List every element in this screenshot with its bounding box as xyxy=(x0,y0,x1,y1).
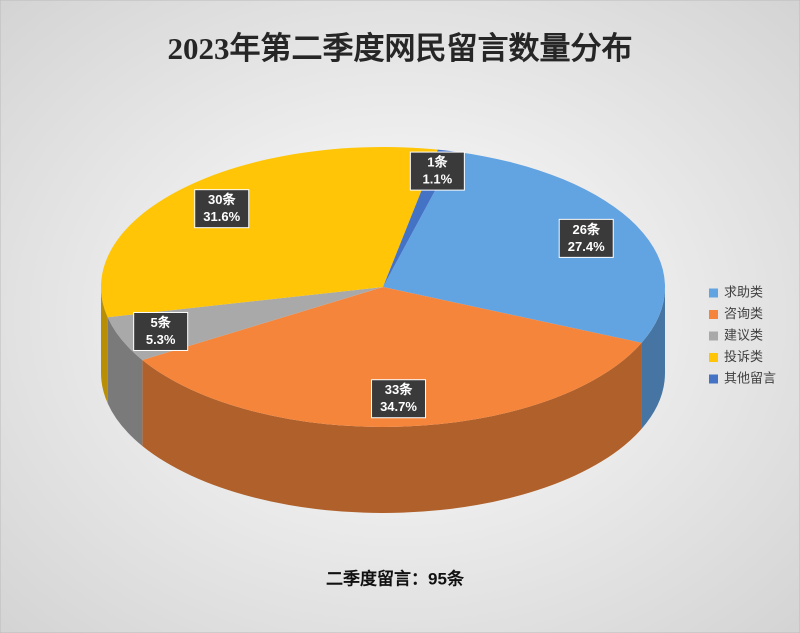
annotation: 二季度留言：95条 xyxy=(326,568,465,588)
legend-label: 投诉类 xyxy=(724,349,763,364)
data-label: 33条 xyxy=(385,382,413,397)
data-label-percent: 5.3% xyxy=(146,332,176,347)
legend-label: 其他留言 xyxy=(724,370,776,385)
data-label: 26条 xyxy=(572,222,600,237)
data-label-box xyxy=(371,379,427,419)
legend-label: 求助类 xyxy=(724,284,763,299)
legend-swatch xyxy=(709,353,718,362)
legend-swatch xyxy=(709,374,718,384)
data-label-box xyxy=(409,151,465,191)
slice-side xyxy=(107,317,143,446)
slice xyxy=(383,151,665,343)
data-label: 1条 xyxy=(427,155,448,170)
data-label-percent: 27.4% xyxy=(568,239,605,254)
legend-swatch xyxy=(709,310,718,319)
data-label: 5条 xyxy=(151,315,172,330)
slice xyxy=(142,287,642,427)
slice-side xyxy=(641,287,665,429)
chart-title: 2023年第二季度网民留言数量分布 xyxy=(168,31,633,66)
data-label: 30条 xyxy=(208,192,236,207)
slice-side xyxy=(101,287,108,404)
data-label-percent: 31.6% xyxy=(203,209,240,224)
data-label-percent: 34.7% xyxy=(380,399,417,414)
legend-label: 咨询类 xyxy=(724,306,763,321)
data-label-percent: 1.1% xyxy=(423,172,453,187)
data-label-box xyxy=(558,218,614,258)
legend-swatch xyxy=(709,288,718,298)
data-label-box xyxy=(194,189,250,229)
data-label-box xyxy=(133,311,189,351)
legend-label: 建议类 xyxy=(724,327,763,342)
slice xyxy=(101,147,438,318)
slice-side xyxy=(142,342,642,513)
legend-swatch xyxy=(709,331,718,341)
